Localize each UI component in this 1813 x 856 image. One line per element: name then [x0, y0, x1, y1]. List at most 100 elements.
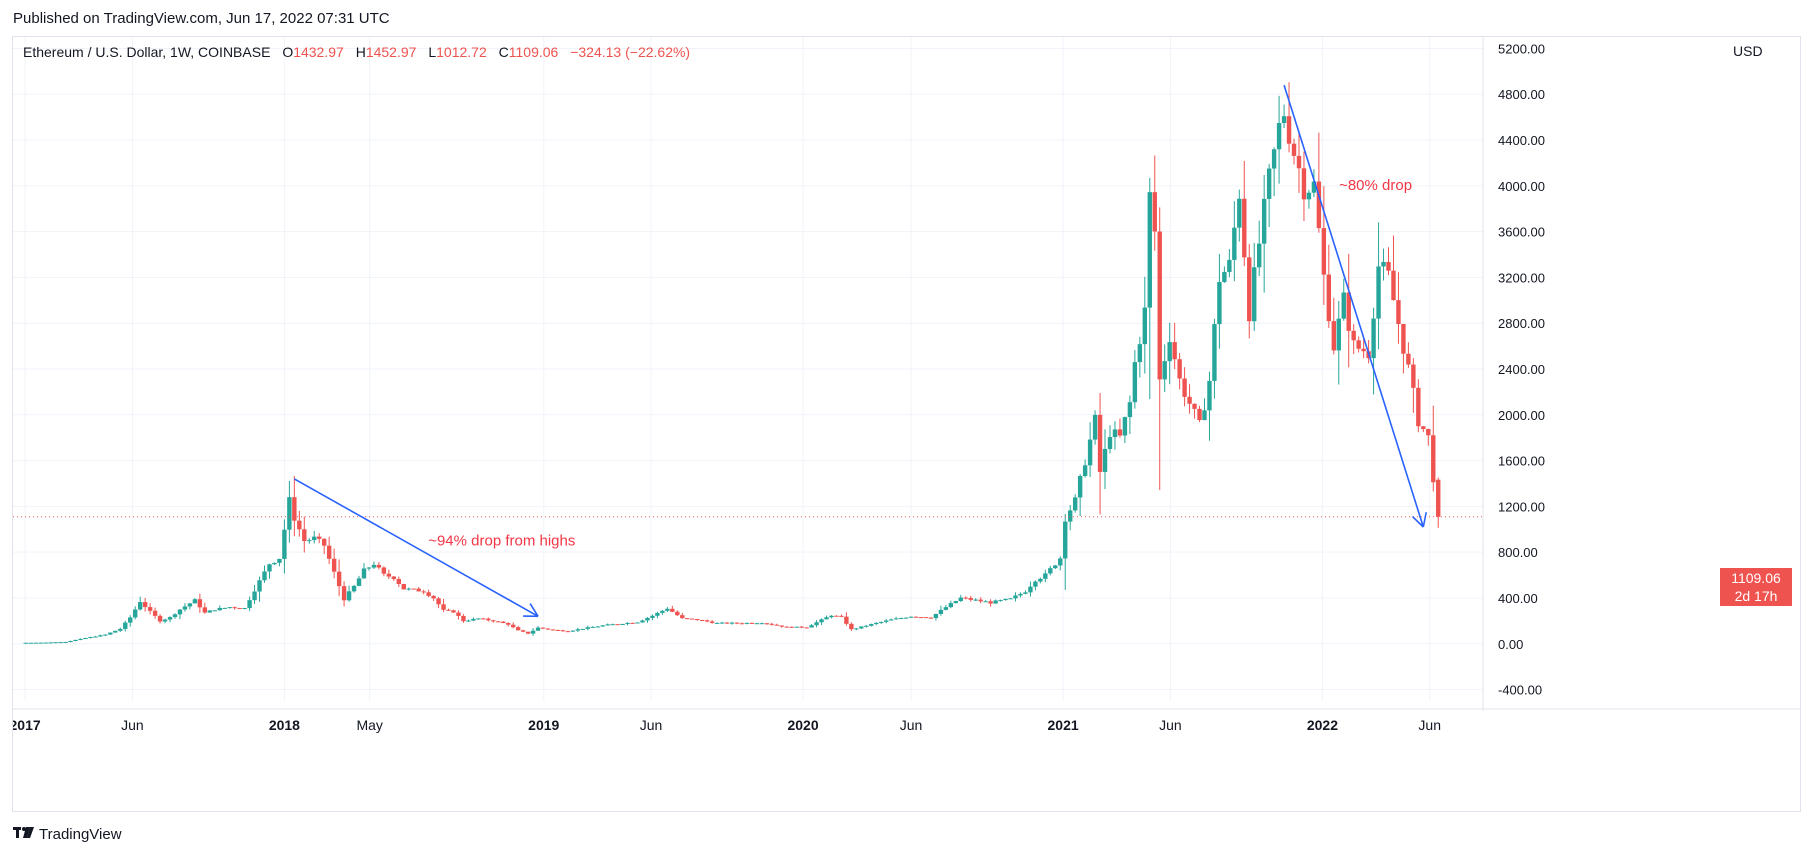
candle-body	[779, 625, 784, 627]
candle-body	[1421, 426, 1426, 429]
x-tick-label: Jun	[900, 717, 923, 733]
candle-body	[1247, 257, 1252, 322]
chart-frame	[12, 36, 1801, 812]
candle-body	[476, 618, 481, 620]
x-tick-label: 2021	[1048, 717, 1079, 733]
candle-body	[1137, 344, 1143, 363]
candle-body	[1028, 586, 1033, 593]
candle-body	[222, 607, 227, 609]
candle-body	[321, 538, 327, 546]
currency-label: USD	[1733, 43, 1763, 59]
candle-body	[819, 619, 824, 623]
candle-body	[1048, 568, 1053, 574]
candle-body	[729, 622, 735, 624]
candle-body	[754, 623, 760, 625]
candle-body	[839, 615, 844, 617]
candle-body	[202, 607, 208, 613]
open-label: O	[282, 44, 294, 60]
candle-body	[192, 599, 198, 604]
x-tick-label: Jun	[121, 717, 144, 733]
candle-body	[918, 617, 924, 619]
candle-body	[749, 622, 755, 624]
candle-body	[1152, 192, 1157, 232]
tradingview-logo-icon[interactable]	[13, 826, 35, 843]
candle-body	[1356, 340, 1361, 349]
annotation-arrowhead	[1422, 512, 1428, 528]
candle-body	[1376, 266, 1381, 319]
candle-body	[217, 607, 222, 611]
candle-body	[1082, 465, 1088, 476]
price-chart[interactable]: ~94% drop from highs ~80% drop -400.00 0.0…	[13, 37, 1800, 811]
candle-body	[1132, 362, 1138, 403]
candle-body	[83, 638, 88, 640]
y-tick-label: 0.00	[1498, 637, 1523, 652]
time-axis: 2017 Jun 2018 May 2019 Jun 2020 Jun 2021 Jun 2022 J…	[13, 708, 1800, 733]
footer-brand[interactable]: TradingView	[39, 826, 122, 843]
candle-body	[1177, 359, 1182, 379]
x-tick-label: May	[356, 717, 382, 733]
candle-body	[1112, 429, 1118, 438]
candle-body	[1406, 353, 1411, 365]
candle-body	[699, 620, 705, 622]
candle-body	[58, 642, 63, 644]
candle-body	[530, 630, 536, 634]
candle-body	[1212, 324, 1217, 381]
candle-body	[1411, 364, 1416, 388]
annotation-label: ~94% drop from highs	[428, 533, 575, 550]
y-tick-label: -400.00	[1498, 683, 1542, 698]
candle-body	[665, 608, 670, 611]
candle-body	[431, 595, 436, 599]
y-tick-label: 2400.00	[1498, 362, 1545, 377]
candle-body	[1306, 192, 1312, 200]
candle-body	[1431, 435, 1436, 483]
x-tick-label: Jun	[1159, 717, 1182, 733]
y-tick-label: 1200.00	[1498, 499, 1545, 514]
y-tick-label: 400.00	[1498, 591, 1538, 606]
candle-body	[123, 622, 128, 629]
high-value: 1452.97	[365, 44, 417, 60]
x-tick-label: 2018	[269, 717, 300, 733]
candle-body	[441, 604, 446, 610]
candle-body	[585, 627, 590, 629]
footer: TradingView	[13, 826, 122, 843]
candle-body	[351, 585, 357, 592]
candle-body	[1063, 521, 1068, 559]
candle-body	[958, 597, 963, 602]
candle-body	[520, 630, 526, 632]
close-value: 1109.06	[508, 44, 559, 60]
candle-body	[724, 622, 730, 624]
candle-body	[1276, 123, 1282, 150]
candle-body	[1187, 396, 1192, 404]
candle-body	[943, 607, 949, 610]
candle-body	[486, 618, 491, 621]
y-tick-label: 4000.00	[1498, 179, 1545, 194]
candle-body	[78, 638, 83, 640]
candle-body	[406, 588, 411, 590]
candle-body	[769, 623, 775, 625]
candle-body	[1242, 198, 1247, 258]
candle-body	[346, 591, 352, 601]
candle-body	[1207, 380, 1212, 411]
candle-body	[1346, 292, 1351, 331]
candle-body	[784, 626, 789, 628]
candle-body	[615, 624, 620, 626]
candle-body	[43, 642, 48, 644]
candle-body	[1311, 181, 1317, 193]
candle-body	[471, 618, 476, 621]
change-value: −324.13 (−22.62%)	[570, 44, 691, 60]
candle-body	[988, 601, 993, 604]
candle-body	[1107, 437, 1113, 449]
candle-body	[23, 642, 28, 644]
low-value: 1012.72	[436, 44, 487, 60]
candle-body	[1286, 116, 1292, 144]
candle-body	[655, 612, 660, 616]
x-tick-label: 2022	[1307, 717, 1338, 733]
candle-body	[157, 615, 163, 622]
candle-body	[167, 617, 173, 620]
candle-body	[893, 618, 899, 620]
candle-body	[923, 617, 929, 619]
candle-body	[550, 629, 556, 631]
candle-body	[147, 607, 153, 611]
candle-body	[307, 540, 312, 542]
candle-body	[326, 545, 332, 559]
